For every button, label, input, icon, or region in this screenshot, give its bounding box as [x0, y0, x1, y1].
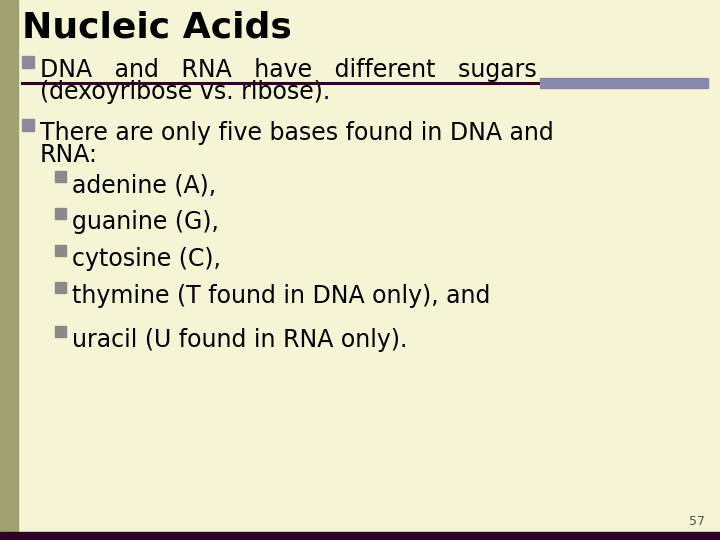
Text: DNA   and   RNA   have   different   sugars: DNA and RNA have different sugars	[40, 58, 536, 82]
Bar	[55, 282, 66, 293]
Text: 57: 57	[689, 515, 705, 528]
Text: uracil (U found in RNA only).: uracil (U found in RNA only).	[72, 328, 408, 352]
Bar	[22, 119, 34, 131]
Bar	[55, 245, 66, 256]
Text: (dexoyribose vs. ribose).: (dexoyribose vs. ribose).	[40, 80, 330, 104]
Text: thymine (T found in DNA only), and: thymine (T found in DNA only), and	[72, 284, 490, 308]
Text: cytosine (C),: cytosine (C),	[72, 247, 221, 271]
Text: RNA:: RNA:	[40, 143, 98, 167]
Bar	[0, 532, 720, 540]
Bar	[55, 171, 66, 182]
Text: guanine (G),: guanine (G),	[72, 210, 219, 234]
Text: adenine (A),: adenine (A),	[72, 173, 216, 197]
Text: There are only five bases found in DNA and: There are only five bases found in DNA a…	[40, 121, 554, 145]
Bar	[22, 56, 34, 68]
Bar	[55, 326, 66, 337]
Bar	[540, 78, 708, 88]
Bar	[0, 0, 18, 532]
Bar	[55, 208, 66, 219]
Text: Nucleic Acids: Nucleic Acids	[22, 10, 292, 44]
